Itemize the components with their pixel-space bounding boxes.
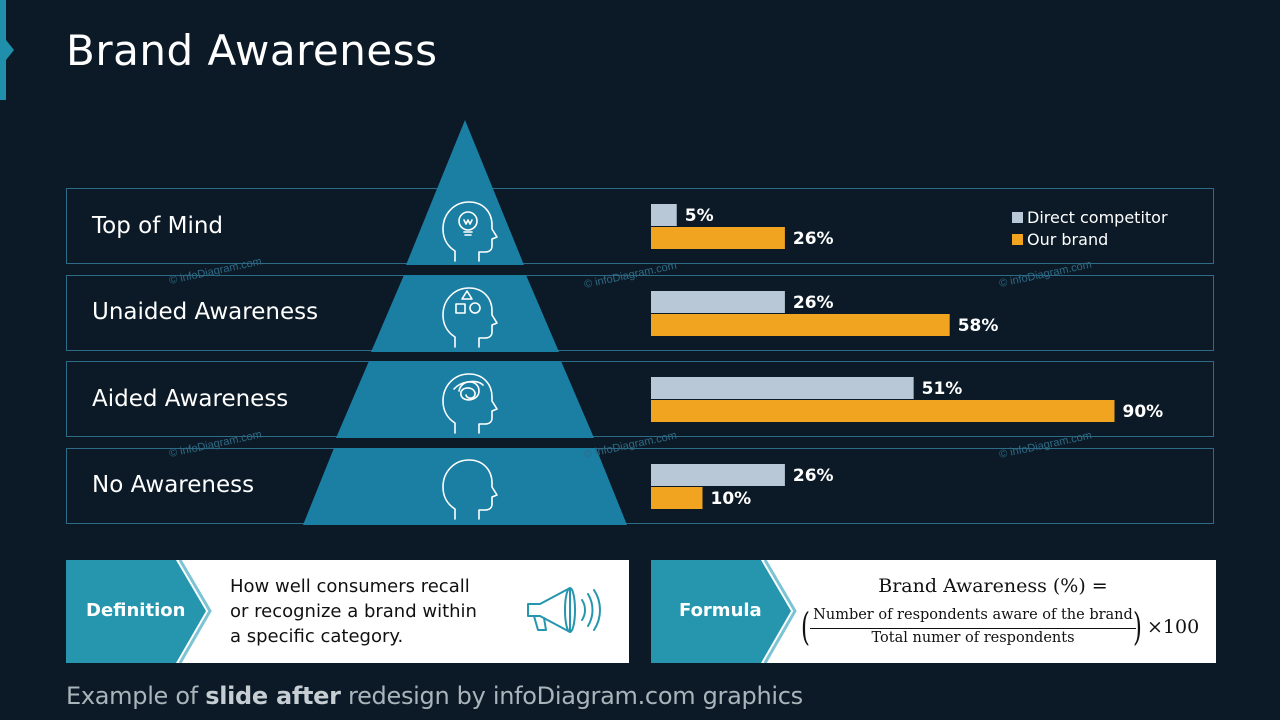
watermark: © infoDiagram.com — [998, 259, 1093, 290]
definition-line: a specific category. — [230, 626, 404, 647]
legend-swatch-competitor — [1012, 211, 1023, 223]
bar-chart: 5% 26% 51% 26% 26% 58% 90% 10% — [651, 204, 1163, 509]
definition-text: How well consumers recall or recognize a… — [230, 574, 490, 649]
formula-fraction-line — [810, 628, 1136, 629]
definition-tab-label: Definition — [86, 600, 186, 621]
watermark: © infoDiagram.com — [168, 256, 263, 287]
footer-bold: slide after — [205, 682, 341, 710]
legend-item-our-brand: Our brand — [1012, 228, 1168, 250]
bar-value-label: 51% — [922, 379, 963, 399]
pyramid-tier-1 — [406, 120, 524, 265]
head-scribble-icon — [442, 373, 498, 434]
legend-label-our-brand: Our brand — [1027, 229, 1109, 249]
watermark: © infoDiagram.com — [168, 429, 263, 460]
formula-close-paren: ) — [1132, 605, 1142, 649]
chart-legend: Direct competitor Our brand — [1012, 206, 1168, 250]
pyramid-tier-4 — [303, 448, 627, 525]
bar-value-label: 58% — [958, 316, 999, 336]
page-title: Brand Awareness — [66, 26, 438, 75]
bar-our-brand — [651, 314, 950, 336]
formula-numerator: Number of respondents aware of the brand — [813, 607, 1133, 623]
legend-label-competitor: Direct competitor — [1027, 207, 1168, 227]
bar-value-label: 26% — [793, 466, 834, 486]
footer-caption: Example of slide after redesign by infoD… — [66, 682, 803, 710]
bar-value-label: 5% — [685, 206, 714, 226]
bar-value-label: 90% — [1123, 402, 1164, 422]
definition-box: Definition — [66, 560, 629, 663]
level-row-top-of-mind — [66, 188, 1214, 264]
level-label-aided: Aided Awareness — [92, 386, 289, 412]
formula-box: Formula — [651, 560, 1216, 663]
accent-notch — [6, 40, 14, 60]
bar-value-label: 10% — [711, 489, 752, 509]
footer-prefix: Example of — [66, 682, 206, 710]
head-lightbulb-icon — [442, 201, 498, 262]
head-empty-icon — [442, 459, 498, 520]
bar-value-label: 26% — [793, 293, 834, 313]
level-label-no-awareness: No Awareness — [92, 472, 255, 498]
legend-swatch-our-brand — [1012, 233, 1023, 245]
formula-tab — [651, 560, 797, 663]
bar-competitor — [651, 204, 677, 226]
level-row-no-awareness — [66, 448, 1214, 524]
accent-tab — [0, 0, 6, 100]
definition-line: How well consumers recall — [230, 576, 470, 597]
watermark: © infoDiagram.com — [998, 430, 1093, 461]
formula-open-paren: ( — [800, 605, 810, 649]
legend-item-competitor: Direct competitor — [1012, 206, 1168, 228]
definition-line: or recognize a brand within — [230, 601, 477, 622]
formula-tab-label: Formula — [679, 600, 762, 621]
formula-title: Brand Awareness (%) = — [878, 575, 1108, 597]
level-label-unaided: Unaided Awareness — [92, 299, 319, 325]
definition-tab — [66, 560, 212, 663]
head-shapes-icon — [442, 287, 498, 348]
bar-value-label: 26% — [793, 229, 834, 249]
watermark: © infoDiagram.com — [583, 260, 678, 291]
level-row-unaided — [66, 275, 1214, 351]
footer-suffix: redesign by infoDiagram.com graphics — [340, 682, 803, 710]
bar-our-brand — [651, 227, 785, 249]
bar-competitor — [651, 291, 785, 313]
megaphone-icon — [527, 587, 601, 633]
formula-denominator: Total numer of respondents — [871, 630, 1075, 646]
level-row-aided — [66, 361, 1214, 437]
formula-multiplier: ×100 — [1147, 616, 1200, 638]
bar-our-brand — [651, 487, 703, 509]
level-label-top-of-mind: Top of Mind — [92, 213, 224, 239]
bar-competitor — [651, 464, 785, 486]
bar-our-brand — [651, 400, 1115, 422]
bar-competitor — [651, 377, 914, 399]
watermark: © infoDiagram.com — [583, 430, 678, 461]
